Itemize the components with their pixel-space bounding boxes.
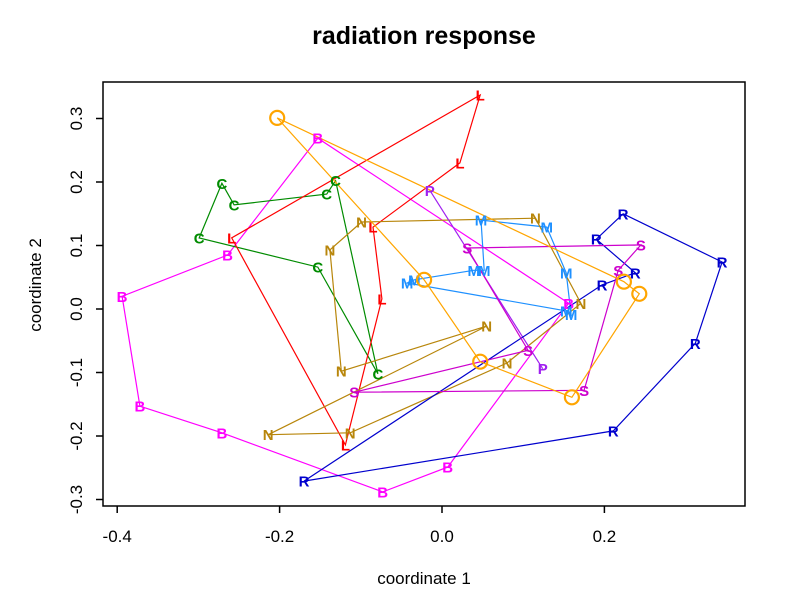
point-label-B: B	[117, 289, 128, 306]
point-label-P: P	[538, 361, 548, 378]
point-label-B: B	[216, 425, 227, 442]
x-tick-label: 0.0	[430, 527, 454, 546]
y-tick-label: 0.1	[67, 234, 86, 258]
point-label-B: B	[563, 296, 574, 313]
x-tick-label: -0.4	[103, 527, 132, 546]
point-label-P: P	[425, 183, 435, 200]
point-label-L: L	[377, 291, 386, 308]
point-label-N: N	[481, 319, 492, 336]
point-label-M: M	[478, 263, 491, 280]
group-path-R	[303, 213, 723, 482]
point-label-N: N	[356, 215, 367, 232]
point-label-M: M	[475, 213, 488, 230]
point-label-B: B	[134, 399, 145, 416]
point-label-L: L	[341, 437, 350, 454]
point-label-B: B	[442, 460, 453, 477]
x-axis-label: coordinate 1	[377, 569, 471, 588]
point-label-N: N	[324, 242, 335, 259]
point-label-N: N	[336, 364, 347, 381]
point-label-L: L	[455, 155, 464, 172]
point-circle-O-circle	[563, 389, 581, 406]
point-label-N: N	[345, 425, 356, 442]
point-label-R: R	[717, 255, 728, 272]
point-label-R: R	[630, 265, 641, 282]
point-label-N: N	[502, 356, 513, 373]
group-path-O-circle	[276, 117, 641, 399]
point-label-L: L	[368, 220, 377, 237]
point-label-M: M	[560, 303, 573, 320]
point-label-M: M	[401, 276, 414, 293]
point-label-C: C	[372, 366, 383, 383]
group-path-S	[354, 244, 643, 393]
point-label-R: R	[618, 206, 629, 223]
point-circle-O-circle	[416, 271, 433, 288]
point-label-S: S	[349, 385, 359, 402]
point-circle-O-circle	[269, 109, 286, 127]
point-label-S: S	[636, 237, 646, 254]
point-circle-O-circle	[615, 273, 633, 290]
point-label-S: S	[523, 343, 533, 360]
point-label-M: M	[540, 220, 553, 237]
y-axis-label: coordinate 2	[26, 238, 45, 332]
point-label-B: B	[222, 248, 233, 265]
x-tick-label: 0.2	[593, 527, 617, 546]
point-label-C: C	[194, 230, 205, 247]
y-tick-label: 0.0	[67, 297, 86, 321]
point-label-R: R	[608, 423, 619, 440]
point-label-B: B	[312, 131, 323, 148]
y-tick-label: -0.3	[67, 485, 86, 514]
plot-title: radiation response	[312, 22, 536, 50]
group-path-C	[198, 179, 379, 375]
x-tick-label: -0.2	[265, 527, 294, 546]
point-circle-O-circle	[472, 353, 489, 370]
group-path-L	[230, 93, 482, 447]
point-label-C: C	[330, 173, 341, 190]
point-label-M: M	[565, 307, 578, 324]
point-label-C: C	[229, 197, 240, 214]
y-tick-label: -0.2	[67, 421, 86, 450]
point-label-N: N	[530, 211, 541, 228]
point-label-N: N	[575, 296, 586, 313]
group-path-B	[121, 137, 570, 493]
point-label-S: S	[462, 241, 472, 258]
point-label-N: N	[263, 427, 274, 444]
point-label-C: C	[312, 260, 323, 277]
point-label-C: C	[321, 187, 332, 204]
y-tick-label: 0.2	[67, 170, 86, 194]
point-label-S: S	[613, 263, 623, 280]
point-label-C: C	[216, 176, 227, 193]
plot-box	[102, 81, 746, 507]
point-label-S: S	[579, 383, 589, 400]
point-label-R: R	[690, 336, 701, 353]
y-tick-label: -0.1	[67, 358, 86, 387]
y-tick-label: 0.3	[67, 107, 86, 131]
point-label-M: M	[560, 265, 573, 282]
point-label-R: R	[591, 232, 602, 249]
point-circle-O-circle	[631, 285, 648, 302]
point-label-B: B	[377, 484, 388, 501]
point-label-M: M	[467, 263, 480, 280]
point-label-L: L	[476, 88, 485, 105]
point-label-L: L	[227, 230, 236, 247]
point-label-R: R	[299, 474, 310, 491]
point-label-R: R	[597, 277, 608, 294]
